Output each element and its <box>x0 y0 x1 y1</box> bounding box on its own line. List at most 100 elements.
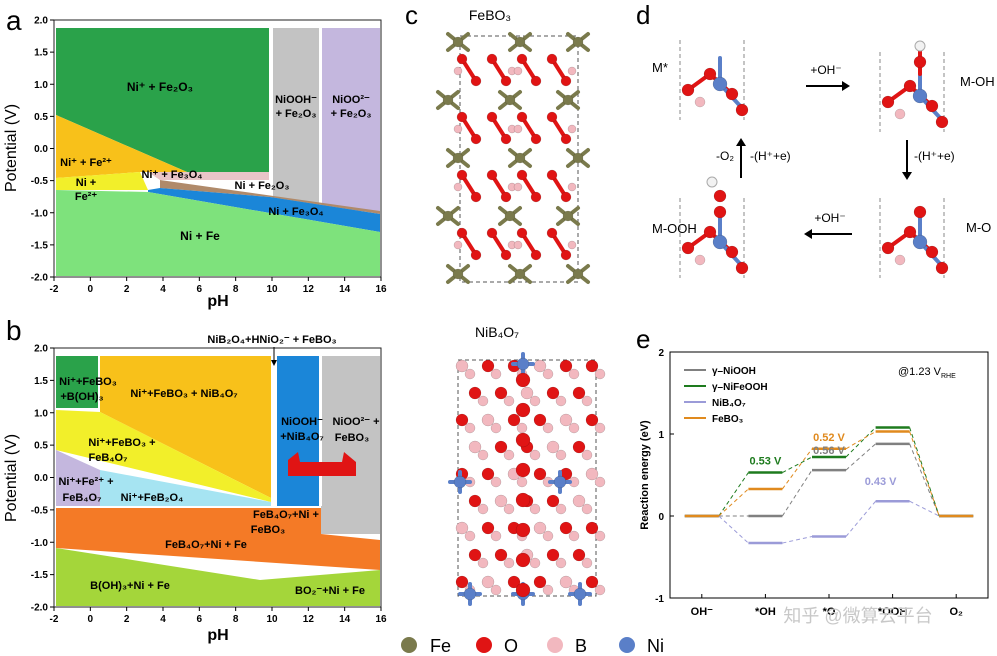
atom-o <box>456 53 468 65</box>
atom-b <box>567 66 577 76</box>
region-b-2 <box>100 356 271 498</box>
connector-3 <box>909 431 940 517</box>
legend-item-o: O <box>476 636 518 656</box>
atom-b <box>542 368 554 380</box>
atom-b <box>594 476 606 488</box>
atom-o <box>925 245 939 259</box>
atom-b <box>453 182 463 192</box>
atom-b <box>481 413 495 427</box>
atom-fe <box>442 94 454 106</box>
atom-b <box>529 503 541 515</box>
label-b-r1a: Ni⁺+FeBO₃ <box>59 376 117 388</box>
atom-b <box>529 449 541 461</box>
ytick-label-a: 1.5 <box>34 48 48 59</box>
atom-b <box>533 521 547 535</box>
atom-b <box>481 575 495 589</box>
xtick-label-b: 4 <box>160 614 166 625</box>
atom-o <box>903 79 917 93</box>
atom-o <box>546 548 560 562</box>
region-b-3 <box>56 410 271 502</box>
arrow-step-3-head <box>804 229 812 239</box>
atom-b <box>585 467 599 481</box>
ytick-label-b: 0.0 <box>34 473 48 484</box>
ytick-label-e: 2 <box>658 348 664 359</box>
atom-o <box>560 133 572 145</box>
atom-o <box>713 205 727 219</box>
label-a-ni-fe3o4-plus: Ni⁺ + Fe₃O₄ <box>141 169 202 181</box>
atom-fe <box>514 268 526 280</box>
crystal-nib4o7 <box>448 352 606 606</box>
label-a-ni-plus-2: Fe²⁺ <box>75 191 98 203</box>
atom-fe <box>572 36 584 48</box>
label-b-r11: BO₂⁻+Ni + Fe <box>295 585 365 597</box>
xtick-label-a: 10 <box>266 284 278 295</box>
atom-b <box>503 503 515 515</box>
atom-o <box>470 249 482 261</box>
atom-b <box>503 395 515 407</box>
atom-b <box>594 584 606 596</box>
atom-o <box>725 245 739 259</box>
atom-o <box>530 249 542 261</box>
atom-o <box>725 87 739 101</box>
label-b-r7a: NiOO²⁻ + <box>332 416 379 428</box>
region-b-6 <box>277 356 319 506</box>
atom-b <box>567 124 577 134</box>
region-b-5 <box>100 470 271 506</box>
atom-o <box>681 241 695 255</box>
overpotential-label: 0.43 V <box>865 476 897 488</box>
atom-fe <box>452 268 464 280</box>
watermark: 知乎 @微算云平台 <box>783 606 932 626</box>
xtick-label-e: *O <box>823 606 836 618</box>
atom-b <box>555 557 567 569</box>
atom-b <box>594 530 606 542</box>
connector-0 <box>781 469 813 517</box>
atom-fe <box>514 36 526 48</box>
xtick-label-a: 12 <box>303 284 315 295</box>
atom-b <box>572 494 586 508</box>
ytick-label-b: -1.5 <box>31 570 49 581</box>
arrow-step-1-head <box>842 81 850 91</box>
atom-ni <box>912 88 928 104</box>
connector-3 <box>781 448 813 490</box>
atom-o <box>703 67 717 81</box>
atom-b <box>455 521 469 535</box>
legend-label-e: γ–NiOOH <box>712 366 756 377</box>
panel-a: a Ni⁺ + Fe₂O₃ NiOOH⁻ + Fe₂O₃ NiOO²⁻ + Fe… <box>3 5 387 310</box>
atom-o <box>881 95 895 109</box>
xtick-label-b: 10 <box>266 614 278 625</box>
atom-legend: Fe O B Ni <box>401 636 664 656</box>
atom-o <box>935 261 949 275</box>
legend-label-e: NiB₄O₇ <box>712 398 746 409</box>
atom-o <box>486 111 498 123</box>
atom-o <box>500 133 512 145</box>
ylabel-b: Potential (V) <box>3 434 20 522</box>
region-ni-fe <box>56 190 380 276</box>
panel-letter-b: b <box>6 315 22 346</box>
red-arrow-b <box>288 452 356 476</box>
xtick-label-e: O₂ <box>949 606 963 618</box>
atom-o <box>735 103 749 117</box>
atom-h <box>914 40 926 52</box>
label-a-niooh-2: + Fe₂O₃ <box>276 108 317 120</box>
atom-ni <box>712 234 728 250</box>
crystal-febo3 <box>436 32 590 284</box>
atom-b <box>694 254 706 266</box>
atom-b <box>513 182 523 192</box>
atom-b <box>477 395 489 407</box>
atom-b <box>581 449 593 461</box>
atom-o <box>468 386 482 400</box>
legend-label-ni: Ni <box>647 636 664 656</box>
atom-b <box>513 240 523 250</box>
atom-b <box>529 395 541 407</box>
label-a-ni-plus-1: Ni + <box>76 177 96 189</box>
ytick-label-b: 0.5 <box>34 441 48 452</box>
atom-fe <box>452 36 464 48</box>
atom-o <box>560 249 572 261</box>
atom-b <box>520 386 534 400</box>
overpotential-label: 0.56 V <box>813 445 845 457</box>
atom-o <box>507 413 521 427</box>
arrow-step-2-head <box>902 172 912 180</box>
atom-o <box>515 492 531 508</box>
overpotential-label: 0.52 V <box>813 432 845 444</box>
ytick-label-b: -1.0 <box>31 538 49 549</box>
